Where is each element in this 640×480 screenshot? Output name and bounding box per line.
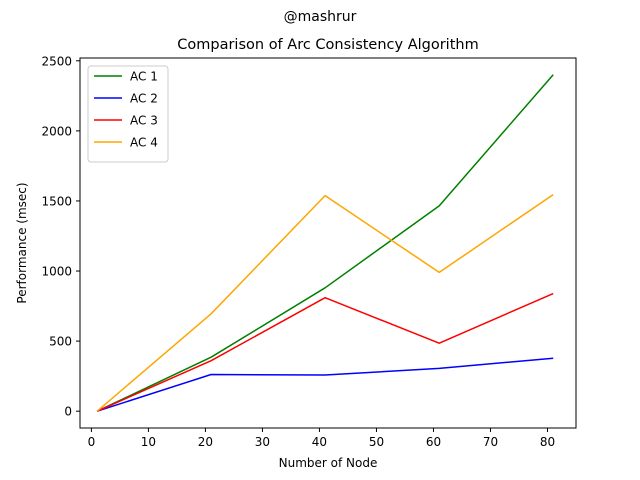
legend-box [87,65,169,163]
x-tick-label: 0 [88,435,96,449]
plot-frame [79,57,577,429]
x-tick-label: 50 [369,435,384,449]
series-lines [96,74,554,412]
x-tick-label: 10 [141,435,156,449]
series-line-ac-2 [96,357,554,412]
x-tick-label: 20 [198,435,213,449]
x-tick-label: 70 [483,435,498,449]
y-tick-label: 500 [49,335,72,349]
y-tick-label: 2500 [41,54,72,68]
legend-label: AC 2 [130,92,158,106]
suptitle: @mashrur [284,9,357,25]
legend-label: AC 4 [130,136,158,150]
series-line-ac-4 [96,193,554,412]
x-tick-label: 30 [255,435,270,449]
legend-label: AC 3 [130,114,158,128]
series-line-ac-1 [96,74,554,412]
y-tick-label: 1500 [41,194,72,208]
y-axis-label: Performance (msec) [15,182,29,303]
chart-title: Comparison of Arc Consistency Algorithm [177,37,478,53]
y-tick-label: 2000 [41,124,72,138]
x-tick-label: 60 [426,435,441,449]
y-axis: 0 500 1000 1500 2000 2500 [41,54,80,419]
legend-label: AC 1 [130,70,158,84]
x-tick-label: 80 [540,435,555,449]
y-tick-label: 0 [64,405,72,419]
legend: AC 1 AC 2 AC 3 AC 4 [87,65,169,163]
x-axis: 0 10 20 30 40 50 60 70 80 [88,428,555,449]
x-tick-label: 40 [312,435,327,449]
x-axis-label: Number of Node [279,456,378,470]
y-tick-label: 1000 [41,265,72,279]
series-line-ac-3 [96,292,554,412]
